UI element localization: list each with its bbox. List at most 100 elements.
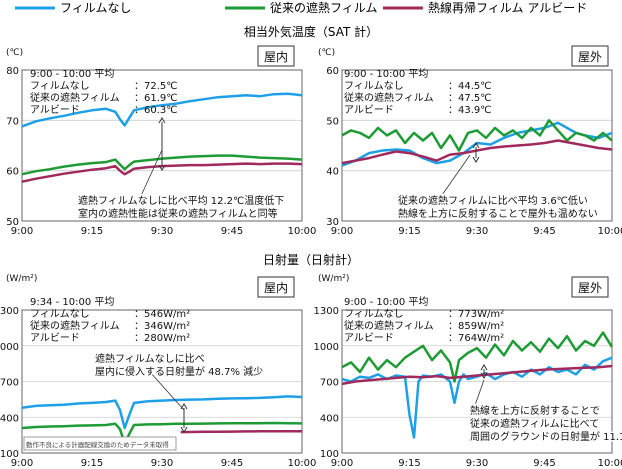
y-unit-label: (W/m²) [318,274,349,284]
series-line-2 [341,139,613,165]
stats-value: 764W/m² [458,333,504,344]
x-tick-label: 9:15 [81,458,103,469]
panel-label: 屋内 [264,281,288,295]
y-tick-label: 50 [326,116,339,127]
y-tick-label: 100 [320,449,339,460]
legend-label-no-film: フィルムなし [60,1,132,15]
x-tick-label: 9:15 [398,458,420,469]
stats-label: 従来の遮熱フィルム [30,319,120,332]
charts: 50 60 70 80 9:00 9:15 9:30 9:45 10:00 (℃) 屋内 9:00 -… [0,45,622,469]
x-tick-label: 9:00 [331,226,353,237]
series-line-0 [341,121,613,167]
stats-colon: ： [448,333,458,344]
annotation-leader [149,371,185,411]
stats-label: アルビード [344,332,394,344]
stats-colon: ： [448,105,458,116]
plot-frame [341,69,613,222]
series-line-2 [341,364,613,386]
annotation-text: 熱線を上方に反射することで屋外も温めない [398,207,598,220]
stats-value: 546W/m² [144,309,190,320]
panel-label-box [571,276,609,298]
panel-label: 屋内 [264,50,288,64]
series-line-0 [21,395,303,430]
section-title-sat: 相当外気温度（SAT 計） [244,24,378,39]
chart-sat-outdoor: 30 40 50 60 9:00 9:15 9:30 9:45 10:00 (℃) 屋外 9:00 -… [318,45,622,237]
y-tick-label: 1000 [0,342,19,353]
chart-solar-indoor: 100 400 700 1000 1300 9:00 9:15 9:30 9:45 10:00 (W… [0,274,316,469]
stats-value: 44.5℃ [458,81,492,92]
stats-label: フィルムなし [30,80,90,92]
y-tick-label: 60 [6,167,19,178]
annotation-text: 従来の遮熱フィルムに比べて [470,417,599,430]
stats-label: アルビード [30,332,80,344]
stats-colon: ： [448,81,458,92]
plot-frame [21,309,303,454]
stats-colon: ： [134,333,144,344]
x-tick-label: 10:00 [288,226,317,237]
y-tick-label: 70 [6,116,19,127]
stats-title: 9:00 - 10:00 平均 [344,296,428,308]
annotation-leader [473,379,485,409]
stats-colon: ： [448,309,458,320]
legend-label-albedo: 熱線再帰フィルム アルビード [428,0,587,15]
annotation-leader [139,149,163,199]
stats-title: 9:00 - 10:00 平均 [344,68,428,80]
stats-label: 従来の遮熱フィルム [30,91,120,104]
stats-value: 60.3℃ [144,105,178,116]
plot-frame [341,309,613,454]
series-line-1 [21,154,303,176]
series-line-0 [341,356,613,439]
y-unit-label: (℃) [318,48,335,58]
y-tick-label: 50 [6,217,19,228]
x-tick-label: 10:00 [598,226,622,237]
x-tick-label: 9:30 [466,226,488,237]
stats-colon: ： [134,105,144,116]
annotation-text: 遮熱フィルムなしに比べ平均 12.2℃温度低下 [78,194,284,207]
annotation-text: 周囲のグラウンドの日射量が 11.1% 減少 [470,430,622,443]
series-line-1 [21,421,303,445]
stats-label: フィルムなし [30,308,90,320]
stats-colon: ： [134,309,144,320]
difference-arrow-head [480,364,488,371]
stats-label: フィルムなし [344,308,404,320]
difference-arrow-head [158,164,166,171]
legend: フィルムなし 従来の遮熱フィルム 熱線再帰フィルム アルビード [15,0,587,15]
difference-arrow-head [480,372,488,379]
stats-colon: ： [134,93,144,104]
x-tick-label: 9:30 [151,226,173,237]
y-tick-label: 400 [0,413,19,424]
stats-value: 773W/m² [458,309,504,320]
series-line-1 [341,119,613,152]
stats-value: 47.5℃ [458,93,492,104]
chart-sat-indoor: 50 60 70 80 9:00 9:15 9:30 9:45 10:00 (℃) 屋内 9:00 -… [6,45,317,237]
stats-title: 9:34 - 10:00 平均 [30,296,114,308]
stats-colon: ： [134,321,144,332]
y-tick-label: 1000 [314,342,339,353]
stats-colon: ： [448,321,458,332]
x-tick-label: 10:00 [288,458,317,469]
y-tick-label: 1300 [0,306,19,317]
data-note-box [23,436,177,451]
x-tick-label: 10:00 [598,458,622,469]
stats-colon: ： [134,81,144,92]
stats-value: 346W/m² [144,321,190,332]
annotation-text: 遮熱フィルムなしに比べ [95,352,205,365]
y-tick-label: 700 [320,378,339,389]
y-tick-label: 30 [326,217,339,228]
stats-value: 43.9℃ [458,105,492,116]
y-unit-label: (W/m²) [6,274,37,284]
x-tick-label: 9:30 [466,458,488,469]
y-tick-label: 80 [6,66,19,77]
y-unit-label: (℃) [6,48,23,58]
stats-label: 従来の遮熱フィルム [344,91,434,104]
series-line-2 [180,429,303,434]
annotation-leader [439,154,471,199]
stats-value: 859W/m² [458,321,504,332]
x-tick-label: 9:45 [221,458,243,469]
panel-label-box [257,45,295,67]
stats-label: アルビード [344,104,394,116]
y-tick-label: 1300 [314,306,339,317]
stats-label: フィルムなし [344,80,404,92]
x-tick-label: 9:00 [331,458,353,469]
